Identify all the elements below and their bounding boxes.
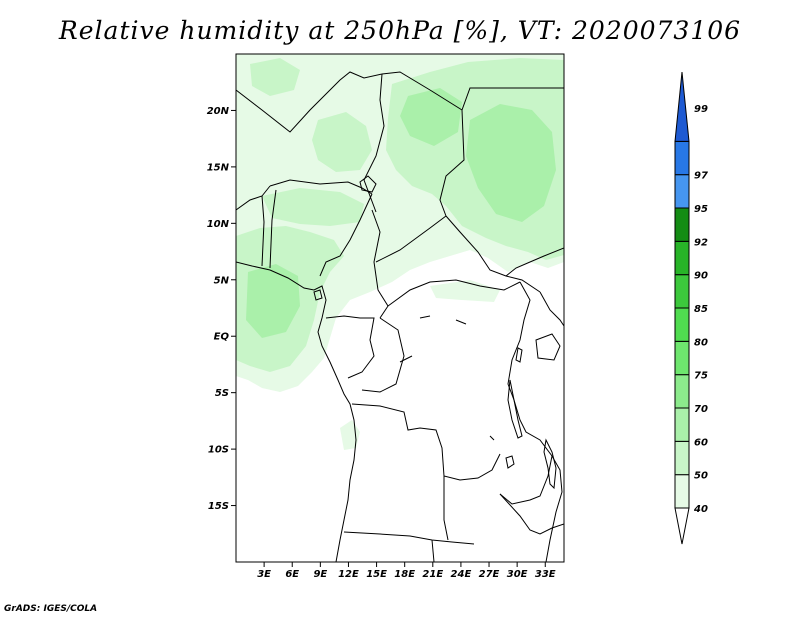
border-gabon-congo bbox=[325, 315, 375, 379]
border-niger-chad bbox=[363, 73, 385, 213]
border-libya-sudan bbox=[461, 87, 564, 111]
border-mali-algeria bbox=[236, 71, 383, 133]
humidity-area-core-1 bbox=[466, 104, 556, 222]
colorbar: 40 50 60 70 75 80 85 90 92 95 97 99 bbox=[674, 71, 708, 545]
colorbar-segment bbox=[674, 374, 690, 409]
border-cameroon-car bbox=[371, 209, 389, 319]
lon-tick-label: 15E bbox=[366, 569, 387, 580]
country-borders bbox=[236, 71, 564, 562]
colorbar-lower-triangle bbox=[674, 507, 690, 545]
border-nigeria-cameroon bbox=[319, 193, 373, 277]
map-frame bbox=[235, 53, 565, 563]
island-bioko bbox=[313, 289, 323, 301]
lake-chad bbox=[359, 175, 377, 193]
lon-tick-label: 3E bbox=[257, 569, 271, 580]
lon-tick-label: 9E bbox=[313, 569, 327, 580]
colorbar-segment bbox=[674, 274, 690, 309]
coastline-west-africa bbox=[236, 261, 357, 562]
colorbar-segment bbox=[674, 307, 690, 342]
lon-tick-label: 12E bbox=[338, 569, 359, 580]
colorbar-label: 85 bbox=[694, 304, 708, 315]
colorbar-label: 60 bbox=[694, 437, 708, 448]
colorbar-segment bbox=[674, 340, 690, 376]
lat-tick-label: 15S bbox=[208, 501, 229, 512]
border-west-coast-states bbox=[236, 185, 277, 269]
border-southern-lake bbox=[431, 539, 435, 562]
map-panel bbox=[236, 54, 564, 562]
lon-tick-label: 6E bbox=[285, 569, 299, 580]
border-angola-zambia bbox=[443, 476, 449, 541]
humidity-area-east-patch bbox=[430, 280, 500, 302]
border-car-south bbox=[387, 279, 521, 307]
colorbar-label: 50 bbox=[694, 471, 708, 482]
border-angola-namibia bbox=[343, 531, 475, 545]
humidity-shading bbox=[236, 54, 564, 450]
latitude-axis: 20N 15N 10N 5N EQ 5S 10S 15S bbox=[207, 106, 236, 512]
lake-tanganyika bbox=[507, 379, 523, 439]
border-drc-east bbox=[499, 281, 553, 505]
lat-tick-label: 10S bbox=[208, 445, 229, 456]
humidity-area-core-2 bbox=[400, 88, 462, 146]
border-uganda-kenya bbox=[539, 291, 564, 327]
colorbar-segment bbox=[674, 474, 690, 509]
humidity-area-core-3 bbox=[246, 264, 300, 338]
colorbar-label: 90 bbox=[694, 271, 708, 282]
border-chad-car bbox=[375, 215, 447, 263]
lake-victoria bbox=[535, 333, 561, 361]
grads-credit: GrADS: IGES/COLA bbox=[4, 604, 98, 614]
border-chad-sudan bbox=[445, 215, 541, 293]
border-drc-angola bbox=[351, 403, 501, 481]
colorbar-segment bbox=[674, 240, 690, 276]
colorbar-label: 40 bbox=[693, 504, 708, 515]
lon-tick-label: 18E bbox=[394, 569, 415, 580]
border-mozambique bbox=[545, 455, 563, 562]
colorbar-label: 95 bbox=[694, 204, 708, 215]
lake-kivu bbox=[515, 347, 523, 363]
border-sudan-ss bbox=[505, 247, 564, 277]
colorbar-segment bbox=[674, 207, 690, 242]
humidity-area-mid-west bbox=[312, 112, 372, 172]
colorbar-label: 70 bbox=[694, 404, 708, 415]
lake-malawi bbox=[543, 438, 557, 490]
lat-tick-label: 15N bbox=[207, 162, 230, 173]
longitude-axis: 3E 6E 9E 12E 15E 18E 21E 24E 27E 30E 33E bbox=[257, 562, 556, 580]
border-congo-drc bbox=[361, 317, 405, 393]
humidity-area-northwest bbox=[250, 58, 300, 96]
colorbar-label: 99 bbox=[694, 104, 708, 115]
border-zambia-east bbox=[499, 493, 564, 535]
colorbar-segment bbox=[674, 440, 690, 476]
colorbar-segment bbox=[674, 174, 690, 209]
lat-tick-label: 5N bbox=[214, 275, 230, 286]
colorbar-label: 97 bbox=[694, 171, 708, 182]
chart-title: Relative humidity at 250hPa [%], VT: 202… bbox=[58, 16, 742, 45]
lat-tick-label: EQ bbox=[214, 332, 230, 343]
border-algeria-libya bbox=[381, 71, 465, 217]
lon-tick-label: 27E bbox=[479, 569, 500, 580]
lat-tick-label: 10N bbox=[207, 219, 230, 230]
lake-mweru bbox=[505, 455, 515, 469]
border-nigeria-north bbox=[269, 179, 373, 195]
colorbar-segment bbox=[674, 407, 690, 442]
colorbar-label: 75 bbox=[694, 371, 708, 382]
lat-tick-label: 20N bbox=[207, 106, 230, 117]
lat-tick-label: 5S bbox=[215, 388, 229, 399]
colorbar-segment bbox=[674, 140, 690, 176]
lon-tick-label: 21E bbox=[422, 569, 443, 580]
colorbar-label: 92 bbox=[694, 237, 708, 248]
lon-tick-label: 30E bbox=[507, 569, 528, 580]
lon-tick-label: 24E bbox=[451, 569, 472, 580]
colorbar-upper-triangle bbox=[674, 71, 690, 142]
drc-rivers bbox=[399, 315, 495, 441]
humidity-area-sahel-band bbox=[262, 188, 364, 226]
colorbar-label: 80 bbox=[694, 337, 708, 348]
lon-tick-label: 33E bbox=[535, 569, 556, 580]
